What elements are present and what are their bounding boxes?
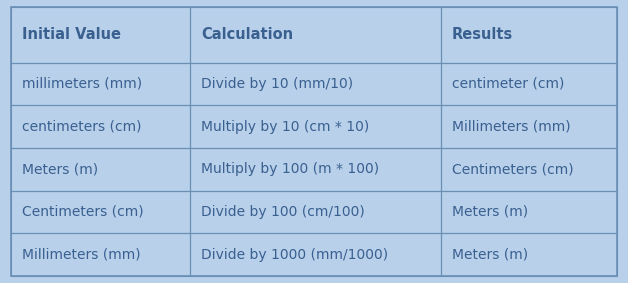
Bar [11, 233, 190, 276]
Bar [190, 190, 441, 233]
Bar [190, 7, 441, 63]
Bar [190, 148, 441, 190]
Bar [11, 63, 190, 105]
Text: Meters (m): Meters (m) [22, 162, 99, 176]
Text: Millimeters (mm): Millimeters (mm) [22, 248, 141, 261]
Text: Divide by 1000 (mm/1000): Divide by 1000 (mm/1000) [201, 248, 388, 261]
Bar [190, 105, 441, 148]
Text: Calculation: Calculation [201, 27, 293, 42]
Bar [441, 63, 617, 105]
Text: Results: Results [452, 27, 513, 42]
Text: centimeters (cm): centimeters (cm) [22, 119, 142, 134]
Bar [11, 7, 190, 63]
Text: Divide by 100 (cm/100): Divide by 100 (cm/100) [201, 205, 364, 219]
Bar [441, 233, 617, 276]
Text: Centimeters (cm): Centimeters (cm) [22, 205, 144, 219]
Bar [441, 7, 617, 63]
Text: Multiply by 100 (m * 100): Multiply by 100 (m * 100) [201, 162, 379, 176]
Bar [11, 190, 190, 233]
Text: millimeters (mm): millimeters (mm) [22, 77, 143, 91]
Bar [441, 148, 617, 190]
Text: Initial Value: Initial Value [22, 27, 121, 42]
Text: Meters (m): Meters (m) [452, 248, 528, 261]
Bar [190, 233, 441, 276]
Text: Meters (m): Meters (m) [452, 205, 528, 219]
Bar [190, 63, 441, 105]
Text: Centimeters (cm): Centimeters (cm) [452, 162, 573, 176]
Text: Millimeters (mm): Millimeters (mm) [452, 119, 571, 134]
Text: Divide by 10 (mm/10): Divide by 10 (mm/10) [201, 77, 353, 91]
Bar [441, 105, 617, 148]
Bar [441, 190, 617, 233]
Bar [11, 105, 190, 148]
Text: centimeter (cm): centimeter (cm) [452, 77, 565, 91]
Text: Multiply by 10 (cm * 10): Multiply by 10 (cm * 10) [201, 119, 369, 134]
Bar [11, 148, 190, 190]
